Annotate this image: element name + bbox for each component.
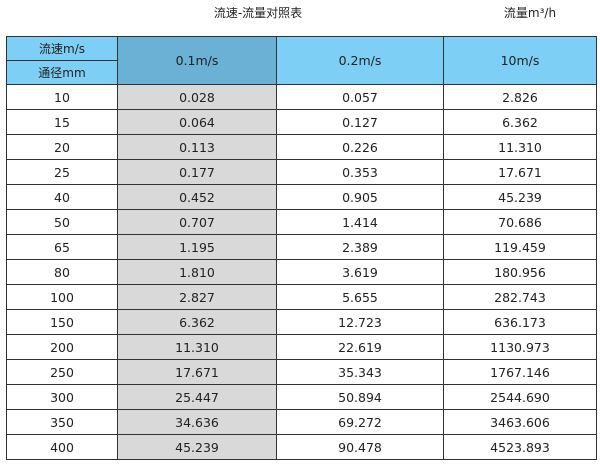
unit-label: 流量m³/h bbox=[503, 6, 557, 20]
flow-0.2-cell: 12.723 bbox=[276, 309, 444, 335]
flow-0.1-cell: 17.671 bbox=[117, 359, 277, 385]
table-row: 150 6.362 12.723 636.173 bbox=[6, 309, 597, 335]
flow-0.1-cell: 45.239 bbox=[117, 434, 277, 460]
flow-0.2-cell: 0.905 bbox=[276, 184, 444, 210]
flow-0.1-cell: 0.113 bbox=[117, 134, 277, 160]
flow-10-cell: 119.459 bbox=[443, 234, 597, 260]
diameter-cell: 100 bbox=[6, 284, 118, 310]
flow-0.2-cell: 90.478 bbox=[276, 434, 444, 460]
flow-0.2-cell: 0.353 bbox=[276, 159, 444, 185]
diameter-cell: 50 bbox=[6, 209, 118, 235]
column-header-10: 10m/s bbox=[443, 36, 597, 85]
table-row: 40 0.452 0.905 45.239 bbox=[6, 184, 597, 210]
flow-10-cell: 1767.146 bbox=[443, 359, 597, 385]
flow-10-cell: 282.743 bbox=[443, 284, 597, 310]
flow-0.2-cell: 1.414 bbox=[276, 209, 444, 235]
diameter-cell: 150 bbox=[6, 309, 118, 335]
table-row: 350 34.636 69.272 3463.606 bbox=[6, 409, 597, 435]
table-row: 400 45.239 90.478 4523.893 bbox=[6, 434, 597, 460]
flow-10-cell: 1130.973 bbox=[443, 334, 597, 360]
flow-10-cell: 70.686 bbox=[443, 209, 597, 235]
flow-0.1-cell: 0.028 bbox=[117, 84, 277, 110]
table-row: 50 0.707 1.414 70.686 bbox=[6, 209, 597, 235]
diameter-cell: 200 bbox=[6, 334, 118, 360]
table-row: 200 11.310 22.619 1130.973 bbox=[6, 334, 597, 360]
flow-0.1-cell: 0.064 bbox=[117, 109, 277, 135]
table-row: 100 2.827 5.655 282.743 bbox=[6, 284, 597, 310]
flow-0.2-cell: 0.057 bbox=[276, 84, 444, 110]
diameter-cell: 250 bbox=[6, 359, 118, 385]
table-title: 流速-流量对照表 bbox=[213, 6, 303, 20]
flow-10-cell: 45.239 bbox=[443, 184, 597, 210]
diameter-cell: 300 bbox=[6, 384, 118, 410]
diameter-cell: 400 bbox=[6, 434, 118, 460]
column-header-0.1: 0.1m/s bbox=[117, 36, 277, 85]
flow-10-cell: 2.826 bbox=[443, 84, 597, 110]
flow-10-cell: 2544.690 bbox=[443, 384, 597, 410]
flow-0.1-cell: 6.362 bbox=[117, 309, 277, 335]
flow-0.1-cell: 25.447 bbox=[117, 384, 277, 410]
table-row: 80 1.810 3.619 180.956 bbox=[6, 259, 597, 285]
column-header-0.2: 0.2m/s bbox=[276, 36, 444, 85]
flow-0.2-cell: 50.894 bbox=[276, 384, 444, 410]
flow-0.1-cell: 34.636 bbox=[117, 409, 277, 435]
diameter-cell: 20 bbox=[6, 134, 118, 160]
flow-0.1-cell: 0.707 bbox=[117, 209, 277, 235]
table-row: 25 0.177 0.353 17.671 bbox=[6, 159, 597, 185]
flow-0.1-cell: 0.177 bbox=[117, 159, 277, 185]
flow-0.2-cell: 3.619 bbox=[276, 259, 444, 285]
diameter-cell: 10 bbox=[6, 84, 118, 110]
table-row: 250 17.671 35.343 1767.146 bbox=[6, 359, 597, 385]
table-row: 65 1.195 2.389 119.459 bbox=[6, 234, 597, 260]
flow-0.1-cell: 0.452 bbox=[117, 184, 277, 210]
flow-0.1-cell: 2.827 bbox=[117, 284, 277, 310]
flow-10-cell: 3463.606 bbox=[443, 409, 597, 435]
flow-10-cell: 4523.893 bbox=[443, 434, 597, 460]
flow-0.2-cell: 69.272 bbox=[276, 409, 444, 435]
flow-10-cell: 180.956 bbox=[443, 259, 597, 285]
diameter-cell: 350 bbox=[6, 409, 118, 435]
flow-0.1-cell: 11.310 bbox=[117, 334, 277, 360]
header-row-sub: 通径mm bbox=[6, 60, 597, 85]
table-row: 15 0.064 0.127 6.362 bbox=[6, 109, 597, 135]
diameter-cell: 40 bbox=[6, 184, 118, 210]
flow-0.1-cell: 1.195 bbox=[117, 234, 277, 260]
table-row: 10 0.028 0.057 2.826 bbox=[6, 84, 597, 110]
diameter-header: 通径mm bbox=[6, 60, 118, 85]
table-row: 300 25.447 50.894 2544.690 bbox=[6, 384, 597, 410]
flow-0.2-cell: 2.389 bbox=[276, 234, 444, 260]
flow-0.2-cell: 22.619 bbox=[276, 334, 444, 360]
diameter-cell: 80 bbox=[6, 259, 118, 285]
flow-10-cell: 11.310 bbox=[443, 134, 597, 160]
table-row: 20 0.113 0.226 11.310 bbox=[6, 134, 597, 160]
flow-0.2-cell: 0.127 bbox=[276, 109, 444, 135]
velocity-header: 流速m/s bbox=[6, 36, 118, 61]
flow-10-cell: 636.173 bbox=[443, 309, 597, 335]
flow-10-cell: 6.362 bbox=[443, 109, 597, 135]
velocity-flow-table: 流速m/s 0.1m/s 0.2m/s 10m/s 通径mm 10 0.028 0.… bbox=[6, 36, 597, 460]
flow-0.2-cell: 5.655 bbox=[276, 284, 444, 310]
flow-0.2-cell: 35.343 bbox=[276, 359, 444, 385]
header-row: 流速m/s 0.1m/s 0.2m/s 10m/s bbox=[6, 36, 597, 85]
flow-10-cell: 17.671 bbox=[443, 159, 597, 185]
diameter-cell: 65 bbox=[6, 234, 118, 260]
flow-0.1-cell: 1.810 bbox=[117, 259, 277, 285]
diameter-cell: 25 bbox=[6, 159, 118, 185]
diameter-cell: 15 bbox=[6, 109, 118, 135]
flow-0.2-cell: 0.226 bbox=[276, 134, 444, 160]
